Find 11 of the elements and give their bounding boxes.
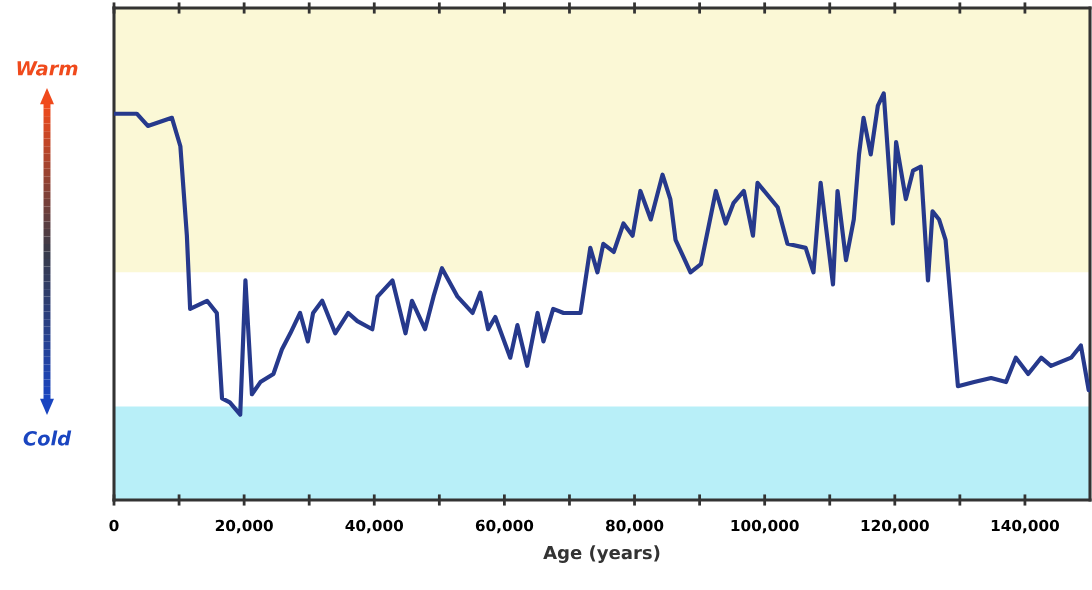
x-tick-label: 80,000 bbox=[605, 519, 664, 534]
x-tick-label: 0 bbox=[109, 519, 119, 532]
x-tick-label: 100,000 bbox=[731, 519, 799, 534]
x-tick-label: 40,000 bbox=[345, 519, 404, 534]
x-tick-label: 140,000 bbox=[991, 519, 1059, 534]
text: Cold bbox=[23, 430, 72, 446]
x-tick-label: 120,000 bbox=[861, 519, 929, 534]
text: Warm bbox=[17, 61, 78, 76]
x-axis-title: Age (years) bbox=[543, 545, 660, 563]
x-tick-label: 60,000 bbox=[475, 519, 534, 534]
x-tick-label: 20,000 bbox=[215, 519, 273, 534]
